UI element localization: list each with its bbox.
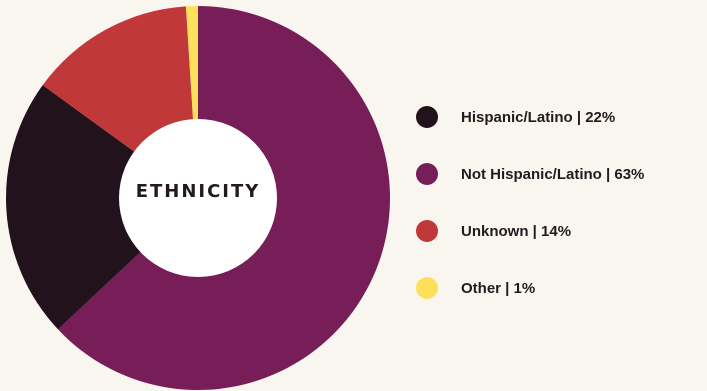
legend-label-unknown: Unknown | 14%: [461, 222, 572, 240]
legend-item-other: Other | 1%: [416, 277, 706, 299]
legend-item-hispanic-latino: Hispanic/Latino | 22%: [416, 106, 706, 128]
legend-label-hispanic-latino: Hispanic/Latino | 22%: [461, 108, 616, 126]
legend-swatch-hispanic-latino: [416, 106, 438, 128]
legend-swatch-other: [416, 277, 438, 299]
legend: Hispanic/Latino | 22% Not Hispanic/Latin…: [416, 106, 706, 334]
donut-hole: [119, 119, 277, 277]
slice-hispanic-latino: [5, 85, 198, 330]
legend-swatch-unknown: [416, 220, 438, 242]
legend-item-unknown: Unknown | 14%: [416, 220, 706, 242]
legend-item-not-hispanic-latino: Not Hispanic/Latino | 63%: [416, 163, 706, 185]
legend-label-not-hispanic-latino: Not Hispanic/Latino | 63%: [461, 165, 645, 183]
chart-title: ETHNICITY: [135, 181, 261, 202]
legend-label-other: Other | 1%: [461, 279, 536, 297]
legend-swatch-not-hispanic-latino: [416, 163, 438, 185]
